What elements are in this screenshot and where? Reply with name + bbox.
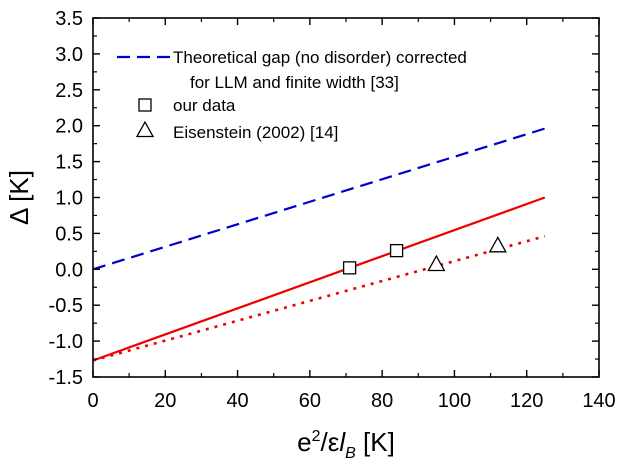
y-tick-label: -0.5 (49, 295, 83, 317)
y-tick-label: 1.0 (55, 188, 83, 210)
y-tick-label: 2.0 (55, 116, 83, 138)
x-label-sub: B (345, 445, 356, 462)
x-axis-label: e2/εlB [K] (297, 427, 395, 462)
x-label-mid: /ε (321, 427, 340, 457)
legend-marker-ours (138, 98, 152, 112)
legend-label-ours: our data (173, 96, 236, 115)
x-tick-label: 0 (87, 390, 98, 412)
y-tick-label: 0.5 (55, 223, 83, 245)
x-tick-label: 60 (299, 390, 321, 412)
data-point-eisenstein-0 (427, 254, 446, 272)
series-line-theory (93, 127, 546, 271)
data-point-eisenstein-1 (488, 236, 507, 253)
x-tick-label: 140 (582, 390, 615, 412)
y-tick-label: 1.5 (55, 152, 83, 174)
y-tick-label: 3.5 (55, 8, 83, 30)
legend-label-theory-line-0: Theoretical gap (no disorder) corrected (173, 48, 467, 67)
x-label-base: e (297, 427, 311, 457)
series-line-ours_fit (93, 196, 546, 362)
x-label-unit: [K] (356, 427, 395, 457)
x-tick-label: 40 (226, 390, 248, 412)
series-line-eisenstein_fit (93, 235, 546, 362)
y-tick-label: 2.5 (55, 80, 83, 102)
plot-frame (92, 17, 600, 378)
data-point-ours-0 (342, 261, 357, 275)
y-tick-label: 0.0 (55, 259, 83, 281)
y-tick-label: -1.0 (49, 331, 83, 353)
y-tick-label: 3.0 (55, 44, 83, 66)
x-tick-label: 20 (154, 390, 176, 412)
x-label-italic: l (339, 427, 346, 457)
legend-marker-eisenstein (135, 120, 155, 138)
x-tick-label: 80 (371, 390, 393, 412)
data-point-ours-1 (389, 243, 404, 258)
legend-label-theory-line-1: for LLM and finite width [33] (190, 73, 399, 92)
y-axis-label: Δ [K] (4, 170, 34, 225)
x-tick-label: 120 (510, 390, 543, 412)
y-tick-label: -1.5 (49, 367, 83, 389)
x-tick-label: 100 (438, 390, 471, 412)
x-label-sup: 2 (312, 428, 321, 445)
legend-label-eisenstein: Eisenstein (2002) [14] (173, 123, 338, 142)
